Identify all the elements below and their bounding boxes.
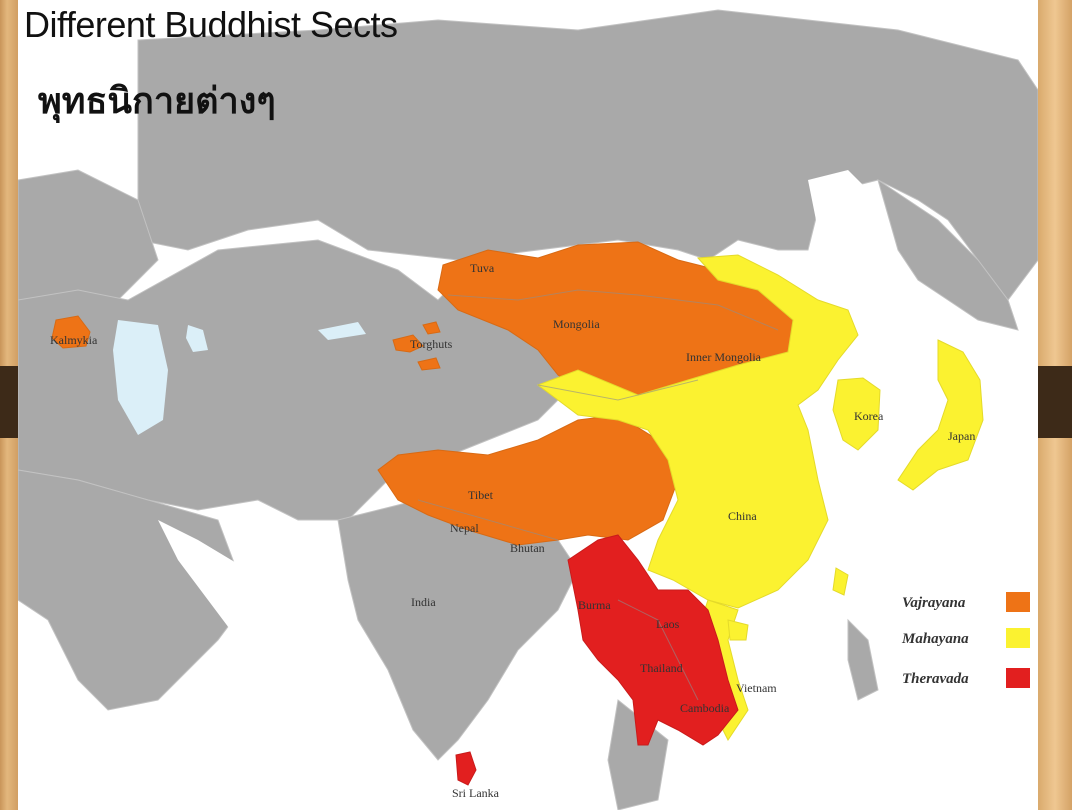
region-torghuts (392, 334, 424, 353)
background-band-left (0, 366, 18, 438)
background-band-right (1038, 366, 1072, 438)
legend-label-theravada: Theravada (902, 671, 969, 687)
land (18, 9, 1038, 810)
label-burma: Burma (578, 598, 611, 612)
region-korea (832, 377, 881, 451)
legend-label-mahayana: Mahayana (901, 631, 969, 647)
legend-swatch-theravada (1006, 668, 1030, 688)
label-tuva: Tuva (470, 261, 495, 275)
slide-subtitle-thai: พุทธนิกายต่างๆ (38, 81, 276, 122)
borders (417, 289, 779, 701)
label-nepal: Nepal (450, 521, 479, 535)
legend: Vajrayana Mahayana Theravada (901, 592, 1030, 688)
label-thailand: Thailand (640, 661, 683, 675)
label-china: China (728, 509, 757, 523)
label-japan: Japan (948, 429, 975, 443)
legend-swatch-mahayana (1006, 628, 1030, 648)
region-japan (897, 339, 984, 491)
region-kalmykia (51, 315, 91, 349)
label-sri-lanka: Sri Lanka (452, 786, 500, 800)
label-tibet: Tibet (468, 488, 494, 502)
label-korea: Korea (854, 409, 884, 423)
legend-label-vajrayana: Vajrayana (902, 595, 966, 611)
label-cambodia: Cambodia (680, 701, 730, 715)
label-laos: Laos (656, 617, 680, 631)
region-sri-lanka (455, 751, 477, 786)
label-torghuts: Torghuts (410, 337, 453, 351)
label-mongolia: Mongolia (553, 317, 600, 331)
label-india: India (411, 595, 436, 609)
label-kalmykia: Kalmykia (50, 333, 98, 347)
asia-buddhism-map: Kalmykia Tuva Mongolia Torghuts Inner Mo… (18, 9, 1038, 810)
slide-title: Different Buddhist Sects (24, 4, 398, 45)
region-burma-thailand-laos-cambodia (567, 534, 739, 746)
region-tibet (377, 414, 679, 546)
label-bhutan: Bhutan (510, 541, 545, 555)
region-china (536, 254, 859, 609)
lakes (113, 320, 366, 435)
label-vietnam: Vietnam (736, 681, 777, 695)
label-inner-mongolia: Inner Mongolia (686, 350, 762, 364)
slide: Kalmykia Tuva Mongolia Torghuts Inner Mo… (18, 0, 1038, 810)
map-labels: Kalmykia Tuva Mongolia Torghuts Inner Mo… (50, 261, 975, 800)
legend-swatch-vajrayana (1006, 592, 1030, 612)
theravada-regions (455, 534, 739, 786)
